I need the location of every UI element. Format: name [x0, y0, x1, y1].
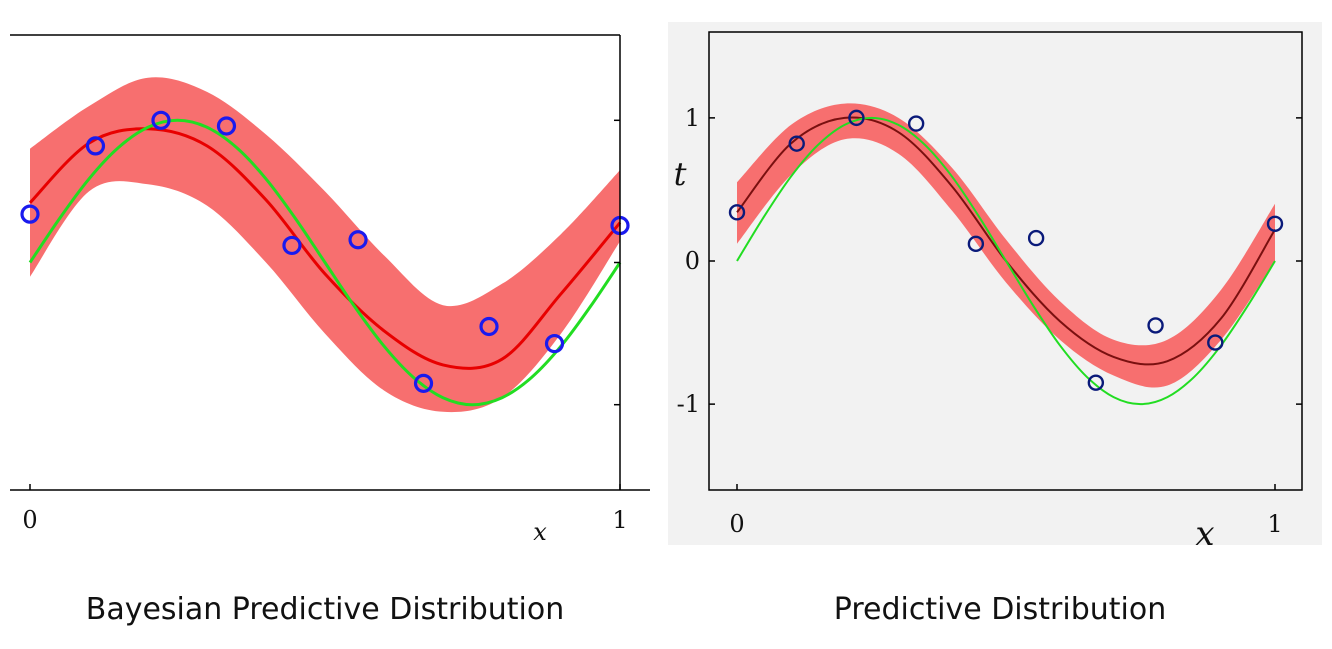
true-function-line: [736, 116, 1276, 406]
charts-canvas: 0 1 x 0 1 1 0 -1 x t: [10, 22, 1322, 554]
data-point: [216, 116, 237, 136]
right-chart: 0 1 1 0 -1 x t: [668, 22, 1322, 554]
data-point: [1087, 374, 1105, 391]
uncertainty-band: [737, 103, 1275, 388]
data-point: [85, 136, 106, 156]
data-point: [1027, 229, 1045, 247]
y-axis-label: t: [674, 155, 687, 193]
x-tick-label: 1: [1267, 510, 1282, 538]
caption-bayesian-predictive-distribution: Bayesian Predictive Distribution: [85, 592, 565, 627]
data-point: [788, 135, 805, 152]
y-tick-label: -1: [677, 390, 700, 418]
data-point: [282, 235, 302, 256]
x-axis-label: x: [1195, 514, 1214, 554]
uncertainty-band: [30, 77, 620, 413]
x-tick-label: 1: [612, 506, 627, 534]
data-point: [1207, 334, 1224, 351]
data-point: [728, 204, 746, 221]
data-point: [1266, 215, 1284, 232]
data-point: [967, 235, 985, 253]
data-point: [1147, 317, 1164, 334]
data-point: [544, 333, 565, 354]
data-point: [348, 230, 368, 250]
plot-background: [668, 22, 1322, 545]
data-point: [479, 316, 499, 337]
x-axis-label: x: [533, 518, 547, 546]
y-tick-label: 0: [685, 247, 700, 275]
data-point: [413, 373, 434, 393]
true-function-line: [28, 118, 622, 407]
data-point: [907, 115, 925, 132]
data-point: [848, 109, 865, 127]
data-point: [151, 110, 171, 130]
predictive-mean-line: [28, 127, 622, 370]
left-chart: 0 1 x: [10, 34, 650, 546]
caption-predictive-distribution: Predictive Distribution: [833, 592, 1167, 627]
x-tick-label: 0: [22, 506, 37, 534]
x-tick-label: 0: [729, 510, 744, 538]
y-tick-label: 1: [685, 104, 700, 132]
data-point: [20, 204, 40, 224]
